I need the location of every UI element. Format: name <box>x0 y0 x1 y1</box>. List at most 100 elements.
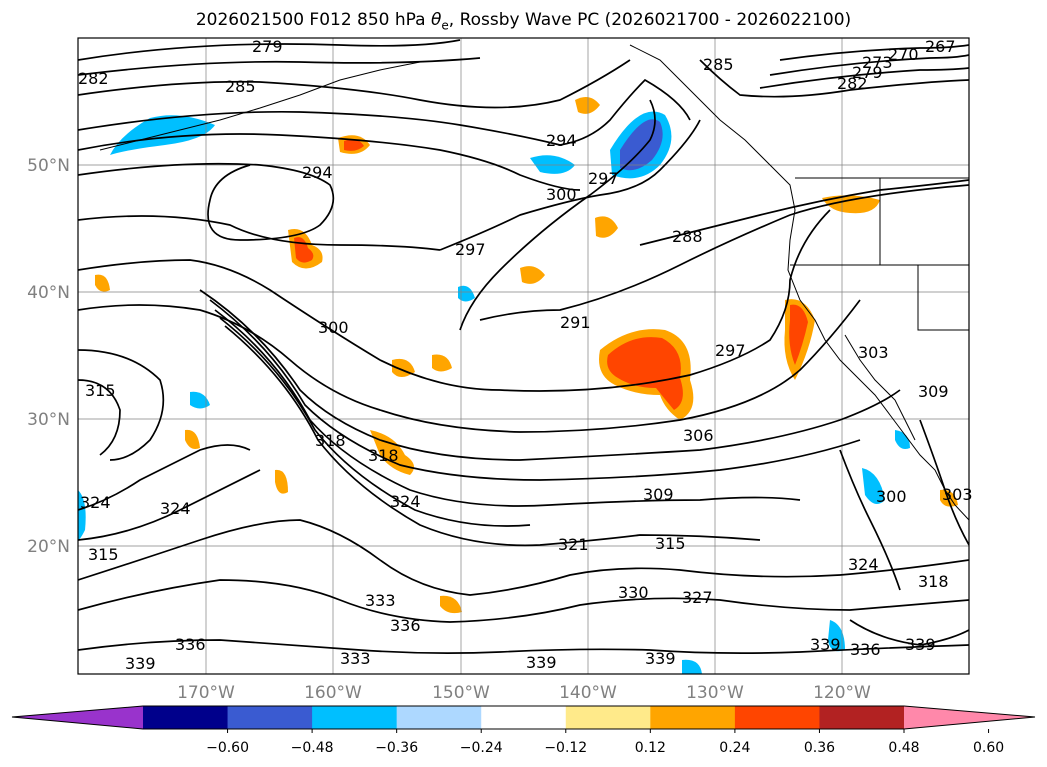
colorbar-swatch <box>565 706 651 729</box>
contour-line <box>459 99 656 331</box>
contour-label: 336 <box>850 640 881 659</box>
contour-line <box>779 44 969 61</box>
contour-line <box>849 619 969 646</box>
contour-line <box>759 67 969 89</box>
contour-line <box>78 39 461 61</box>
contour-line <box>439 119 701 251</box>
positive-anomaly-region <box>275 469 288 494</box>
negative-anomaly-region <box>530 155 575 174</box>
contour-label: 339 <box>125 654 156 673</box>
contour-label: 291 <box>560 313 591 332</box>
positive-anomaly-region <box>440 595 462 614</box>
contour-label: 327 <box>682 588 713 607</box>
colorbar-swatch <box>143 706 229 729</box>
negative-anomaly-region <box>862 468 885 504</box>
negative-anomaly-region <box>458 285 475 302</box>
contour-line <box>78 59 631 109</box>
negative-anomaly-region <box>895 430 910 449</box>
contour-label: 339 <box>526 653 557 672</box>
contour-label: 318 <box>918 572 949 591</box>
lat-label: 20°N <box>27 537 70 557</box>
lon-label: 130°W <box>686 683 744 703</box>
lon-label: 150°W <box>432 683 490 703</box>
contour-label: 273 <box>862 53 893 72</box>
positive-anomaly-region <box>789 304 808 365</box>
lat-label: 30°N <box>27 410 70 430</box>
contour-label: 297 <box>715 341 746 360</box>
colorbar: −0.60 −0.48 −0.36 −0.24 −0.12 0.12 0.24 0.36 0.4… <box>11 705 1036 756</box>
positive-anomaly-region <box>822 195 880 214</box>
lon-label: 120°W <box>813 683 871 703</box>
contour-label: 333 <box>340 649 371 668</box>
contour-line <box>699 59 969 98</box>
contour-line <box>78 519 969 596</box>
negative-anomaly-region <box>682 659 702 674</box>
contour-label: 297 <box>588 169 619 188</box>
positive-anomaly-region <box>344 139 364 151</box>
contour-label: 285 <box>225 77 256 96</box>
colorbar-tick-label: −0.60 <box>206 740 249 756</box>
contour-label: 294 <box>546 131 577 150</box>
contour-label: 300 <box>876 487 907 506</box>
colorbar-swatch <box>819 706 905 729</box>
contour-line <box>78 379 121 456</box>
negative-anomaly-region <box>110 115 215 155</box>
colorbar-tick-label: −0.12 <box>544 740 587 756</box>
aleutian-islands <box>99 61 421 151</box>
positive-anomaly-region <box>575 96 600 114</box>
positive-anomaly-region <box>185 429 200 449</box>
contour-label: 318 <box>368 446 399 465</box>
contour-label: 336 <box>175 635 206 654</box>
north-america-coast <box>629 44 969 521</box>
baja-coast <box>844 334 916 441</box>
colorbar-tick-label: 0.36 <box>804 740 835 756</box>
colorbar-swatch <box>312 706 398 729</box>
colorbar-swatch <box>650 706 736 729</box>
contour-label: 300 <box>546 185 577 204</box>
contour-labels: 279 282 285 285 267 270 273 279 282 294 … <box>78 37 973 673</box>
contour-label: 321 <box>558 535 589 554</box>
contour-label: 324 <box>160 499 191 518</box>
map-frame <box>77 37 970 675</box>
contour-label: 309 <box>643 485 674 504</box>
contour-label: 333 <box>365 591 396 610</box>
contour-label: 336 <box>390 616 421 635</box>
contour-line <box>839 449 901 591</box>
contour-line <box>78 639 969 654</box>
colorbar-swatch <box>396 706 482 729</box>
contour-line <box>78 444 251 511</box>
graticule <box>78 38 969 674</box>
contour-label: 303 <box>858 343 889 362</box>
contour-line <box>479 184 969 321</box>
contour-line <box>78 57 481 76</box>
contour-line <box>224 325 761 547</box>
coastlines <box>99 44 969 521</box>
contour-label: 324 <box>848 555 879 574</box>
state-border <box>879 178 969 266</box>
contour-label: 339 <box>645 649 676 668</box>
contour-line <box>78 215 441 251</box>
contour-label: 282 <box>837 74 868 93</box>
contour-line <box>78 209 831 392</box>
colorbar-swatch <box>734 706 820 729</box>
positive-anomaly-region <box>432 354 452 372</box>
contour-line <box>78 162 335 241</box>
contour-line <box>78 469 261 541</box>
contour-label: 324 <box>80 493 111 512</box>
contour-label: 285 <box>703 55 734 74</box>
negative-anomaly-region <box>78 490 86 540</box>
positive-anomaly-region <box>607 337 683 410</box>
negative-anomaly-region <box>620 119 663 171</box>
colorbar-extend-low <box>12 706 143 729</box>
contour-label: 279 <box>852 63 883 82</box>
colorbar-swatch <box>227 706 313 729</box>
latitude-labels: 50°N 40°N 30°N 20°N <box>27 156 70 557</box>
positive-anomaly-region <box>520 266 545 284</box>
colorbar-tick-label: −0.24 <box>460 740 503 756</box>
contour-line <box>214 309 801 507</box>
contour-label: 279 <box>252 37 283 56</box>
contour-line <box>78 349 165 461</box>
contour-label: 330 <box>618 583 649 602</box>
anomaly-shading <box>78 96 958 674</box>
